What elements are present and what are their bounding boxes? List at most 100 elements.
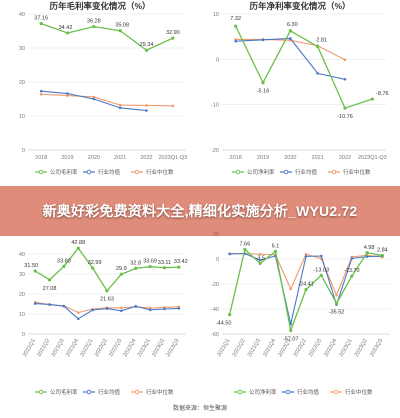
chart-title: 历年毛利率变化情况（%）	[49, 1, 151, 11]
series-line-2	[235, 38, 346, 61]
data-point	[92, 95, 96, 99]
series-line-0	[40, 23, 174, 51]
data-label: -13.70	[344, 268, 360, 274]
x-tick-label: 2023Q1-Q3	[358, 155, 387, 161]
data-point	[370, 97, 374, 101]
y-tick-label: 40	[19, 252, 25, 258]
data-label: -13.03	[313, 267, 329, 273]
y-tick-label: 0	[22, 148, 25, 154]
data-point	[343, 77, 347, 81]
y-tick-label: -10	[211, 103, 219, 109]
data-point	[304, 287, 308, 292]
data-label: -8.76	[376, 91, 389, 97]
data-point	[145, 109, 148, 112]
data-label: 36.28	[87, 19, 101, 25]
data-point	[66, 92, 69, 95]
data-point	[105, 307, 109, 310]
y-tick-label: -20	[211, 282, 219, 288]
data-point	[92, 97, 96, 101]
data-point	[228, 252, 231, 256]
x-tick-label: 2022	[140, 155, 152, 161]
data-point	[319, 273, 323, 277]
data-point	[145, 104, 148, 107]
data-point	[261, 81, 265, 85]
y-tick-label: 10	[19, 312, 25, 318]
data-point	[120, 309, 123, 313]
x-tick-label: 2021	[312, 155, 324, 161]
data-point	[258, 261, 262, 265]
x-tick-label: 2018	[35, 155, 47, 161]
chart-title: 历年净利率变化情况（%）	[249, 1, 351, 11]
data-label: 6.30	[287, 22, 298, 28]
x-tick-label: 2023Q2	[151, 338, 166, 358]
y-tick-label: 30	[19, 46, 25, 52]
y-tick-label: 10	[213, 12, 219, 18]
svg-text:公司净利率: 公司净利率	[247, 168, 275, 176]
data-point	[334, 301, 339, 305]
x-tick-label: 2021Q4	[262, 338, 277, 358]
data-label: 6.1	[272, 243, 280, 249]
legend-item: 行业均值	[282, 388, 320, 396]
data-label: 4.98	[364, 245, 375, 251]
data-label: -10.76	[337, 114, 353, 120]
data-point	[343, 58, 347, 62]
x-tick-label: 2022Q3	[108, 338, 123, 358]
data-point	[92, 25, 96, 29]
x-tick-label: 2021Q3	[247, 338, 262, 358]
data-label: 2.84	[377, 247, 388, 253]
data-point	[66, 94, 69, 97]
x-tick-label: 2019	[257, 155, 269, 161]
data-point	[316, 44, 320, 49]
data-point	[163, 307, 166, 311]
legend-item: 行业中位数	[330, 388, 373, 396]
data-point	[76, 317, 80, 321]
banner-text: 新奥好彩免费资料大全,精细化实施分析_WYU2.72	[42, 203, 358, 219]
x-tick-label: 2022	[339, 155, 351, 161]
x-tick-label: 2023Q1	[339, 338, 354, 358]
data-label: 21.63	[100, 297, 114, 303]
data-point	[350, 274, 354, 278]
svg-text:行业中位数: 行业中位数	[343, 168, 371, 176]
series-line-1	[35, 303, 179, 320]
data-label: 33.83	[57, 258, 71, 264]
svg-text:行业均值: 行业均值	[98, 388, 121, 396]
x-tick-label: 2023Q2	[354, 338, 369, 358]
x-tick-label: 2020	[284, 155, 296, 161]
panel-quarterly-net-margin: -60-40-200202021Q12021Q22021Q32021Q42022…	[200, 222, 400, 402]
series-line-2	[41, 93, 173, 107]
data-label: 34.42	[59, 25, 73, 31]
panel-quarterly-gross-margin: 0 10 20 30 40 2021Q1 2021Q2 2021Q3 2021Q4 2022Q1 2…	[0, 222, 200, 402]
data-label: 33.69	[143, 259, 157, 265]
series-line-1	[41, 90, 147, 112]
data-point	[289, 37, 292, 40]
data-point	[39, 89, 43, 93]
data-label: -24.41	[298, 282, 314, 288]
data-point	[304, 252, 308, 256]
data-point	[91, 266, 95, 270]
data-point	[234, 38, 237, 41]
data-point	[319, 254, 323, 258]
data-point	[261, 38, 265, 42]
data-point	[39, 92, 43, 96]
data-point	[343, 106, 347, 110]
y-tick-label: 0	[216, 57, 219, 63]
y-tick-label: 40	[19, 12, 25, 18]
svg-text:行业均值: 行业均值	[295, 168, 318, 176]
data-point	[243, 247, 247, 252]
x-tick-label: 2023Q3	[369, 338, 384, 358]
data-point	[33, 302, 37, 305]
annual-net-margin-chart: -20 -10 0 10 2018 2019 2020 2021 2022 2023Q1-Q3 7.…	[211, 12, 389, 176]
x-tick-label: 2023Q1	[137, 338, 152, 358]
x-tick-label: 2021Q1	[22, 338, 37, 358]
legend-item: 行业中位数	[328, 168, 371, 176]
x-tick-label: 2022Q1	[79, 338, 94, 358]
data-label: 35.08	[115, 23, 129, 29]
legend-item: 公司毛利率	[35, 168, 78, 176]
x-tick-label: 2019	[61, 155, 73, 161]
quarterly-net-margin-chart: -60-40-200202021Q12021Q22021Q32021Q42022…	[211, 232, 390, 396]
data-label: 32.99	[88, 260, 102, 266]
y-tick-label: -40	[211, 307, 219, 313]
data-point	[234, 39, 237, 43]
data-label: 27.08	[43, 286, 57, 292]
data-point	[316, 72, 319, 75]
